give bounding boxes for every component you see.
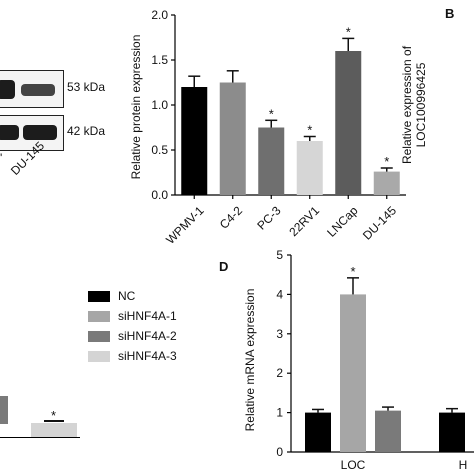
chart-d-y-tick-label: 5 [276,248,283,262]
chart-d-y-tick-label: 1 [276,406,283,420]
blot-band-2b [23,125,57,140]
blot-band-1-label: 53 kDa [67,80,106,94]
chart-d-group-label: H [459,458,468,472]
legend-swatch [88,330,110,342]
chart-d-y-tick-label: 3 [276,327,283,341]
legend-swatch [88,350,110,362]
legend-label: siHNF4A-3 [118,349,177,363]
chart-d-group-label: LOC [341,458,366,472]
chart-a-significance-star: * [269,106,274,121]
chart-d-bar [305,412,331,452]
blot-band-box-1 [0,70,64,108]
legend-label: siHNF4A-2 [118,329,177,343]
chart-d-y-tick-label: 2 [276,366,283,380]
chart-d-y-tick-label: 0 [276,445,283,459]
chart-a-significance-star: * [384,154,389,169]
legend-swatch [88,310,110,322]
legend-item-sihnf4a-2: siHNF4A-2 [88,329,177,343]
blot-band-box-2 [0,115,64,151]
fragment-baseline [0,437,80,438]
chart-d-bar [375,410,401,452]
chart-a-ylabel: Relative protein expression [129,35,143,180]
chart-a-bar [258,127,285,195]
blot-band-2a [0,125,19,140]
chart-a-y-tick-label: 1.5 [151,53,168,67]
chart-a-y-tick-label: 0.5 [151,143,168,157]
chart-a-bar [335,51,362,195]
legend-label: siHNF4A-1 [118,309,177,323]
chart-a-significance-star: * [307,123,312,138]
chart-d-significance-star: * [350,264,355,279]
fragment-significance-star: * [51,408,57,423]
chart-a-bar [219,82,246,195]
chart-a-bar [373,171,400,195]
panel-letter-d: D [219,259,229,274]
blot-band-1a [0,80,15,99]
legend-swatch [88,290,110,302]
fragment-bar-left [0,396,8,424]
blot-lane-mark: ' [0,151,3,165]
chart-d-bar [439,412,465,452]
chart-d-bar [340,294,366,452]
chart-d-y-tick-label: 4 [276,287,283,301]
legend-label: NC [118,289,136,303]
chart-d-ylabel: Relative mRNA expression [243,289,257,432]
blot-band-2-label: 42 kDa [67,124,106,138]
chart-a-y-tick-label: 2.0 [151,8,168,22]
chart-a-y-tick-label: 1.0 [151,98,168,112]
legend-item-sihnf4a-1: siHNF4A-1 [88,309,177,323]
blot-band-1b [21,84,55,96]
chart-a-significance-star: * [346,24,351,39]
fragment-error-bar [44,420,64,422]
chart-a-bar [296,141,323,195]
panel-letter-b: B [445,6,455,21]
fragment-bar-right [31,423,77,437]
chart-a-bar [181,87,208,195]
chart-a-y-tick-label: 0.0 [151,188,168,202]
legend-item-nc: NC [88,289,135,303]
legend-item-sihnf4a-3: siHNF4A-3 [88,349,177,363]
